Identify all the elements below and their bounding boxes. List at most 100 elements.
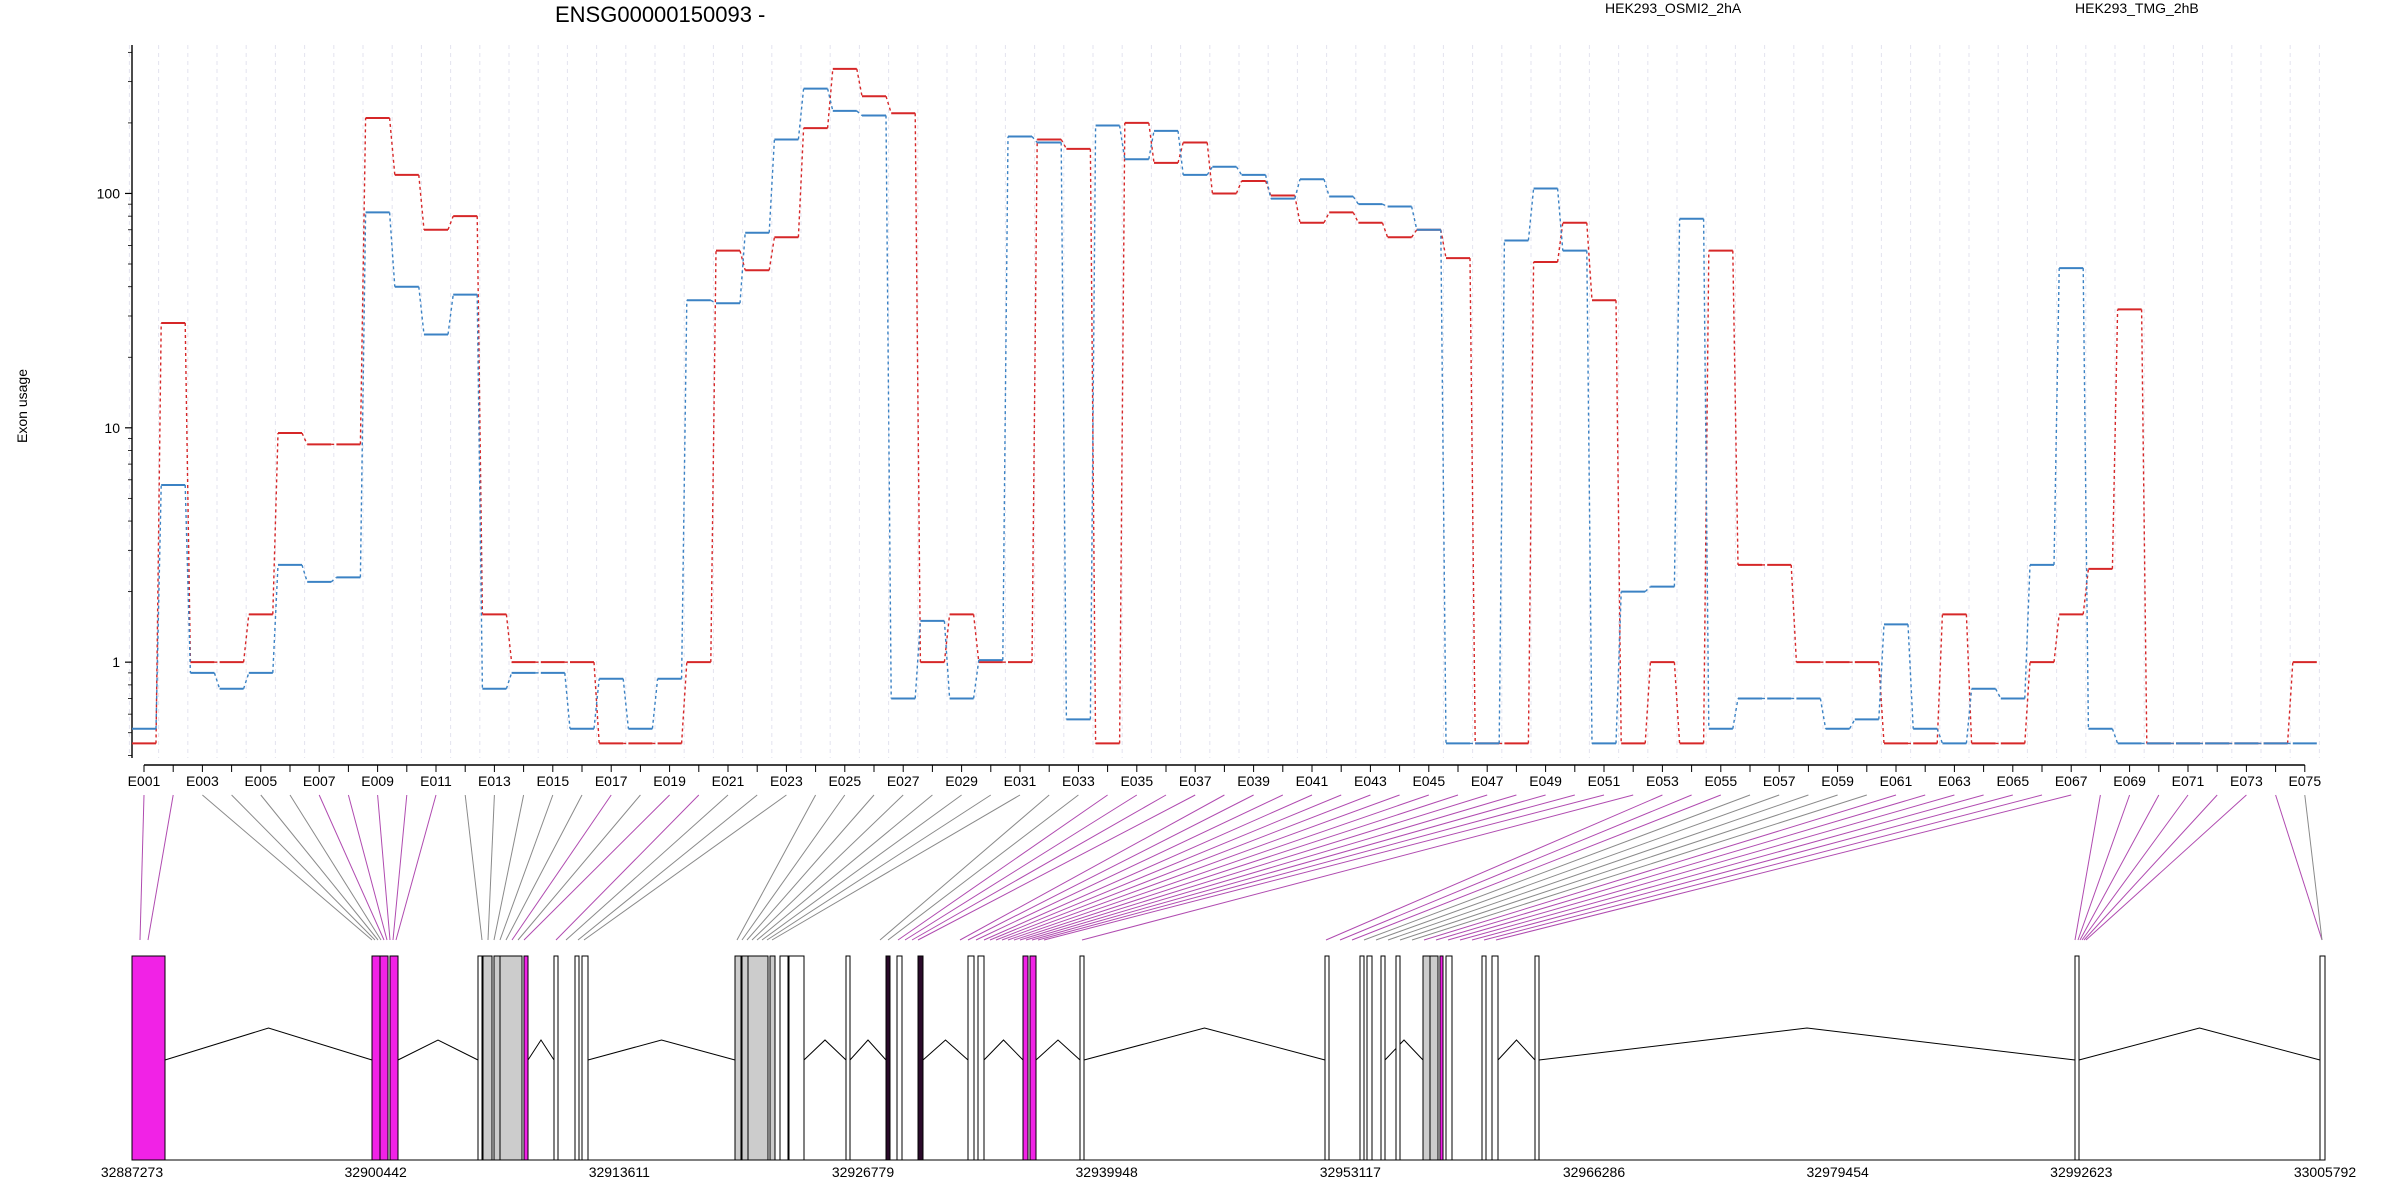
exon-block bbox=[523, 955, 529, 1161]
exon-block bbox=[581, 955, 589, 1161]
exon-connector bbox=[2304, 794, 2323, 941]
series-connector bbox=[1294, 195, 1301, 223]
intron-line bbox=[1538, 1027, 2076, 1061]
axes: 1 10 100 E001 E003 E005 E007 E009 E011 E013 E015 E0… bbox=[97, 45, 2321, 789]
series-connector bbox=[1060, 142, 1068, 720]
exon-connector bbox=[756, 794, 933, 941]
exon-connector bbox=[139, 794, 145, 941]
series-connector bbox=[885, 96, 892, 114]
series-connector bbox=[1673, 662, 1681, 744]
series-connector bbox=[739, 232, 746, 304]
exon-connector bbox=[577, 794, 758, 941]
exon-connector bbox=[1495, 794, 2072, 941]
x-tick-label: E037 bbox=[1179, 773, 1212, 789]
exon-connector bbox=[967, 794, 1254, 941]
x-tick-label: E045 bbox=[1412, 773, 1445, 789]
chart-title: ENSG00000150093 - bbox=[555, 2, 765, 27]
series-connector bbox=[447, 215, 454, 231]
series-connector bbox=[1498, 240, 1506, 744]
exon-block bbox=[1445, 955, 1453, 1161]
x-tick-label: E027 bbox=[887, 773, 920, 789]
series-connector bbox=[797, 88, 805, 140]
x-tick-label: E031 bbox=[1004, 773, 1037, 789]
grid-lines bbox=[128, 45, 2320, 758]
exon-connector bbox=[995, 794, 1371, 941]
series-connector bbox=[1615, 591, 1622, 744]
series-connector bbox=[1994, 688, 2002, 699]
intron-line bbox=[1497, 1039, 1536, 1061]
genomic-coordinate-label: 32939948 bbox=[1076, 1164, 1139, 1180]
exon-block bbox=[477, 955, 483, 1161]
exon-block bbox=[1491, 955, 1499, 1161]
x-tick-label: E049 bbox=[1529, 773, 1562, 789]
exon-block bbox=[1079, 955, 1085, 1161]
exon-block bbox=[788, 955, 805, 1161]
series-connector bbox=[768, 139, 776, 233]
exon-connector bbox=[231, 794, 376, 941]
series-connector bbox=[213, 672, 221, 689]
exon-connector bbox=[395, 794, 437, 941]
series-connector bbox=[1878, 624, 1885, 720]
series-connector bbox=[1440, 229, 1447, 744]
y-axis-label: Exon usage bbox=[14, 369, 30, 443]
exon-connector bbox=[289, 794, 382, 941]
x-tick-label: E043 bbox=[1354, 773, 1387, 789]
genomic-coordinate-label: 32926779 bbox=[832, 1164, 895, 1180]
exon-connector bbox=[746, 794, 875, 941]
series-connector bbox=[1381, 222, 1389, 238]
intron-line bbox=[1083, 1027, 1326, 1061]
series-connector bbox=[914, 620, 922, 699]
intron-line bbox=[164, 1027, 373, 1061]
x-tick-label: E019 bbox=[653, 773, 686, 789]
series-connector bbox=[1819, 698, 1827, 729]
exon-connector bbox=[1031, 794, 1546, 941]
exon-block bbox=[482, 955, 493, 1161]
series-connector bbox=[1148, 130, 1155, 160]
legend-series-1: HEK293_OSMI2_2hA bbox=[1605, 0, 1742, 16]
exon-block bbox=[1380, 955, 1386, 1161]
exon-connector bbox=[347, 794, 388, 941]
gene-model: 32887273 32900442 32913611 32926779 32939948… bbox=[101, 955, 2356, 1180]
exon-block bbox=[2074, 955, 2080, 1161]
exon-connector bbox=[1351, 794, 1721, 941]
series-connector bbox=[1586, 250, 1593, 744]
series-connector bbox=[1556, 222, 1564, 263]
series-connector bbox=[1060, 139, 1068, 150]
series-connector bbox=[272, 564, 279, 673]
series-connector bbox=[272, 433, 279, 615]
y-tick-label: 100 bbox=[97, 185, 121, 201]
intron-line bbox=[1035, 1039, 1081, 1061]
exon-block bbox=[741, 955, 749, 1161]
series-connector bbox=[2286, 662, 2294, 744]
series-connector bbox=[388, 212, 396, 287]
series-connector bbox=[826, 68, 834, 129]
x-tick-label: E061 bbox=[1880, 773, 1913, 789]
series-connector bbox=[505, 614, 513, 663]
genomic-coordinate-label: 32900442 bbox=[345, 1164, 408, 1180]
series-2 bbox=[132, 87, 2317, 745]
series-connector bbox=[1264, 174, 1272, 199]
exon-block bbox=[1439, 955, 1444, 1161]
x-tick-label: E065 bbox=[1996, 773, 2029, 789]
legend-series-2: HEK293_TMG_2hB bbox=[2075, 0, 2199, 16]
series-connector bbox=[914, 113, 922, 663]
exon-connector bbox=[1387, 794, 1809, 941]
x-tick-label: E009 bbox=[361, 773, 394, 789]
exon-connector bbox=[260, 794, 379, 941]
genomic-coordinate-label: 32992623 bbox=[2050, 1164, 2113, 1180]
exon-connector bbox=[565, 794, 729, 941]
exon-connector bbox=[2074, 794, 2101, 941]
series-connector bbox=[1206, 142, 1214, 194]
x-tick-label: E059 bbox=[1821, 773, 1854, 789]
exon-connector bbox=[1435, 794, 1926, 941]
genomic-coordinate-label: 32979454 bbox=[1807, 1164, 1870, 1180]
y-tick-label: 1 bbox=[112, 654, 120, 670]
exon-connector bbox=[1363, 794, 1751, 941]
exon-block bbox=[747, 955, 769, 1161]
exon-connector bbox=[2083, 794, 2218, 941]
exon-connector bbox=[766, 794, 992, 941]
series-connector bbox=[1206, 166, 1213, 176]
exon-block bbox=[2319, 955, 2326, 1161]
x-tick-label: E071 bbox=[2172, 773, 2205, 789]
exon-block bbox=[1534, 955, 1540, 1161]
